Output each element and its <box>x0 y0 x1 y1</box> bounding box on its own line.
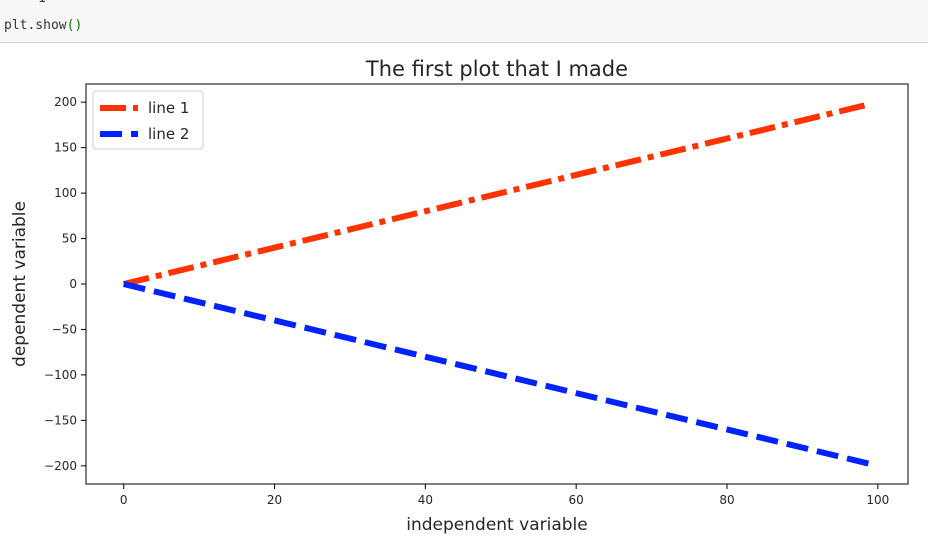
y-axis-ticks: 200 150 100 50 0 −50 −100 −150 −200 <box>44 95 86 473</box>
x-tick-label: 60 <box>569 493 584 507</box>
y-tick-label: −100 <box>44 368 77 382</box>
chart-title: The first plot that I made <box>365 57 628 81</box>
y-tick-label: −50 <box>52 322 77 336</box>
x-axis-ticks: 0 20 40 60 80 100 <box>120 484 889 507</box>
plot-area <box>85 83 909 485</box>
x-tick-label: 20 <box>267 493 282 507</box>
line-chart: 0 20 40 60 80 100 200 150 100 50 0 −50 −100 −150 −200… <box>10 57 909 535</box>
x-tick-label: 0 <box>120 493 128 507</box>
y-tick-label: 100 <box>54 186 77 200</box>
series-line-1 <box>122 101 872 287</box>
x-tick-label: 40 <box>418 493 433 507</box>
x-tick-label: 100 <box>866 493 889 507</box>
y-tick-label: −150 <box>44 413 77 427</box>
y-axis-label: dependent variable <box>10 201 30 367</box>
y-tick-label: −200 <box>44 459 77 473</box>
y-tick-label: 50 <box>62 232 77 246</box>
previous-code-line: 1 <box>38 0 46 6</box>
legend-entry-2: line 2 <box>148 125 189 143</box>
x-tick-label: 80 <box>719 493 734 507</box>
code-cell[interactable]: 1 plt.show() <box>0 0 928 43</box>
series-line-2 <box>122 281 872 467</box>
x-axis-label: independent variable <box>406 515 587 535</box>
code-line: plt.show() <box>4 18 82 33</box>
y-tick-label: 150 <box>54 141 77 155</box>
legend-entry-1: line 1 <box>148 99 189 117</box>
code-statement: plt.show <box>4 18 67 33</box>
y-tick-label: 200 <box>54 95 77 109</box>
y-tick-label: 0 <box>69 277 77 291</box>
series-layer <box>122 101 872 467</box>
legend: line 1 line 2 <box>92 90 204 150</box>
code-parens: () <box>66 18 83 33</box>
